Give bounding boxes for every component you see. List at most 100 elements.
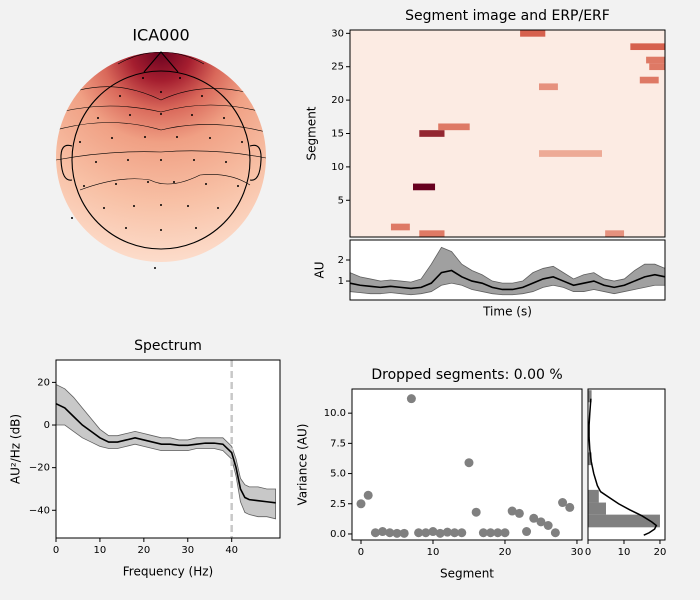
y-tick-label: 20 <box>331 95 344 106</box>
axes-border <box>55 359 281 539</box>
point <box>442 527 452 537</box>
image-cell <box>520 30 546 37</box>
y-tick-label: −20 <box>29 463 50 474</box>
x-axis-label: Time (s) <box>482 305 532 319</box>
axes-border <box>587 388 666 541</box>
x-tick-label: 0 <box>358 547 364 558</box>
x-tick-label: 20 <box>137 545 150 556</box>
bar <box>588 489 599 503</box>
point <box>471 507 481 517</box>
point <box>378 527 388 537</box>
point <box>500 528 510 538</box>
image-cell <box>646 56 665 64</box>
y-tick-label: 25 <box>331 62 344 73</box>
point <box>486 528 496 538</box>
point <box>399 528 409 538</box>
bar <box>588 514 660 528</box>
y-tick-label: 20 <box>37 377 50 388</box>
y-tick-label: 30 <box>331 28 344 39</box>
axes-border <box>349 239 666 301</box>
point <box>363 490 373 500</box>
point <box>414 528 424 538</box>
image-cell <box>419 230 445 237</box>
point <box>507 506 517 516</box>
point <box>478 528 488 538</box>
point <box>406 394 416 404</box>
point <box>514 508 524 518</box>
image-cell <box>639 76 659 84</box>
sensors <box>71 77 243 269</box>
point <box>536 517 546 527</box>
point <box>464 458 474 468</box>
point <box>435 528 445 538</box>
y-axis-label: AU <box>313 262 327 279</box>
contours <box>56 52 266 191</box>
topomap <box>56 51 266 269</box>
image-cell <box>413 183 436 191</box>
point <box>370 528 380 538</box>
image-cell <box>419 130 445 137</box>
point <box>450 528 460 538</box>
point <box>385 528 395 538</box>
point <box>493 528 503 538</box>
point <box>543 521 553 531</box>
bar <box>588 502 606 515</box>
y-tick-label: 1 <box>338 276 344 287</box>
x-tick-label: 30 <box>181 545 194 556</box>
x-tick-label: 30 <box>571 547 584 558</box>
y-axis-label: AU²/Hz (dB) <box>9 414 23 484</box>
x-tick-label: 0 <box>53 545 59 556</box>
y-axis-label: Variance (AU) <box>296 423 310 505</box>
mean-line <box>55 402 276 504</box>
image-cell <box>630 43 665 51</box>
mean-line <box>349 269 666 291</box>
bar <box>588 452 592 466</box>
image-cell <box>649 63 665 71</box>
x-tick-label: 0 <box>585 547 591 558</box>
y-tick-label: 0.0 <box>330 529 346 540</box>
y-tick-label: 5 <box>338 195 344 206</box>
y-tick-label: 15 <box>331 129 344 140</box>
point <box>356 499 366 509</box>
x-axis-label: Segment <box>440 567 494 581</box>
y-tick-label: 0 <box>44 420 50 431</box>
axes-title: Spectrum <box>134 338 202 354</box>
x-tick-label: 10 <box>618 547 631 558</box>
image-cell <box>390 223 410 231</box>
y-tick-label: 2 <box>338 255 344 266</box>
y-axis-label: Segment <box>305 106 319 160</box>
density-curve <box>588 398 658 536</box>
head-outline <box>60 51 262 250</box>
point <box>558 498 568 508</box>
axes-border <box>349 29 666 238</box>
x-tick-label: 40 <box>225 545 238 556</box>
y-tick-label: −40 <box>29 505 50 516</box>
y-tick-label: 10 <box>331 162 344 173</box>
y-tick-label: 7.5 <box>330 438 346 449</box>
y-tick-label: 10.0 <box>324 408 346 419</box>
image-cell <box>605 230 625 237</box>
x-tick-label: 10 <box>427 547 440 558</box>
point <box>550 528 560 538</box>
point <box>457 528 467 538</box>
point <box>529 513 539 523</box>
point <box>522 527 532 537</box>
axes-border <box>351 388 583 541</box>
axes-title: Segment image and ERP/ERF <box>405 8 610 24</box>
x-tick-label: 10 <box>94 545 107 556</box>
x-tick-label: 20 <box>499 547 512 558</box>
point <box>421 528 431 538</box>
topomap-field <box>56 52 266 262</box>
axes-title: ICA000 <box>132 26 189 45</box>
point <box>428 527 438 537</box>
image-cell <box>438 123 470 131</box>
bar <box>588 390 592 403</box>
x-tick-label: 20 <box>654 547 667 558</box>
y-tick-label: 5.0 <box>330 469 346 480</box>
axes-title: Dropped segments: 0.00 % <box>371 367 562 383</box>
image-cell <box>539 83 558 91</box>
x-axis-label: Frequency (Hz) <box>123 565 214 579</box>
point <box>565 502 575 512</box>
image-cell <box>539 150 602 157</box>
